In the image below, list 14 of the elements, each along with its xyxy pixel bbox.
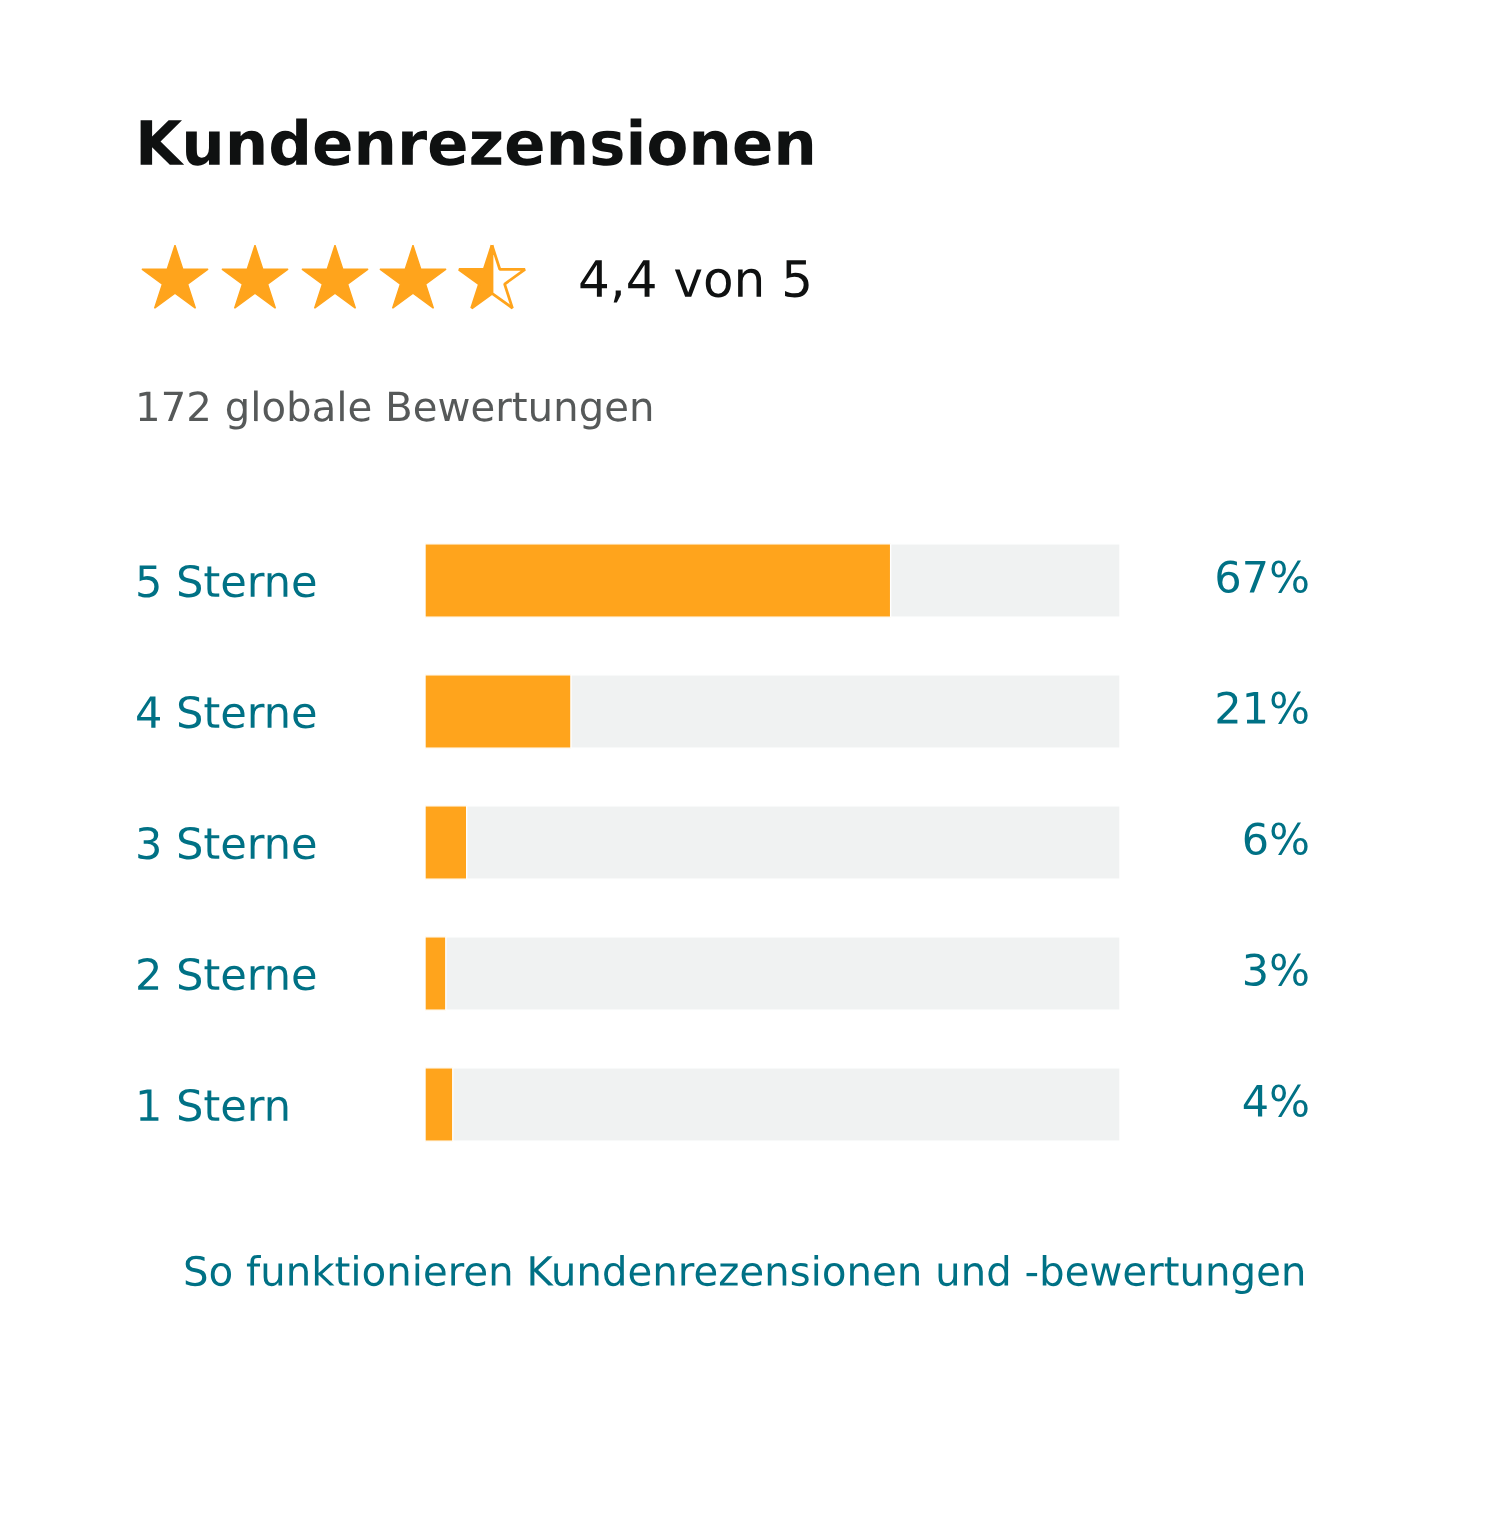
data-label: 4% xyxy=(1243,1084,1308,1117)
y-tick-label: 5 Sterne xyxy=(138,564,316,598)
text: So funktionieren Kundenrezensionen und -bewertungen xyxy=(185,1255,1304,1294)
data-label: 67% xyxy=(1217,560,1308,593)
data-label: 6% xyxy=(1244,822,1308,855)
data-label: 3% xyxy=(1244,953,1308,986)
y-tick-label: 1 Stern xyxy=(139,1088,288,1122)
y-tick-label: 2 Sterne xyxy=(138,957,316,991)
y-tick-label: 4 Sterne xyxy=(137,695,316,729)
data-label: 21% xyxy=(1217,691,1308,724)
chart-subtitle: 4,4 von 5 xyxy=(580,260,809,303)
y-tick-label: 3 Sterne xyxy=(138,826,316,860)
text: 172 globale Bewertungen xyxy=(139,390,652,430)
chart-title: Kundenrezensionen xyxy=(140,118,813,166)
